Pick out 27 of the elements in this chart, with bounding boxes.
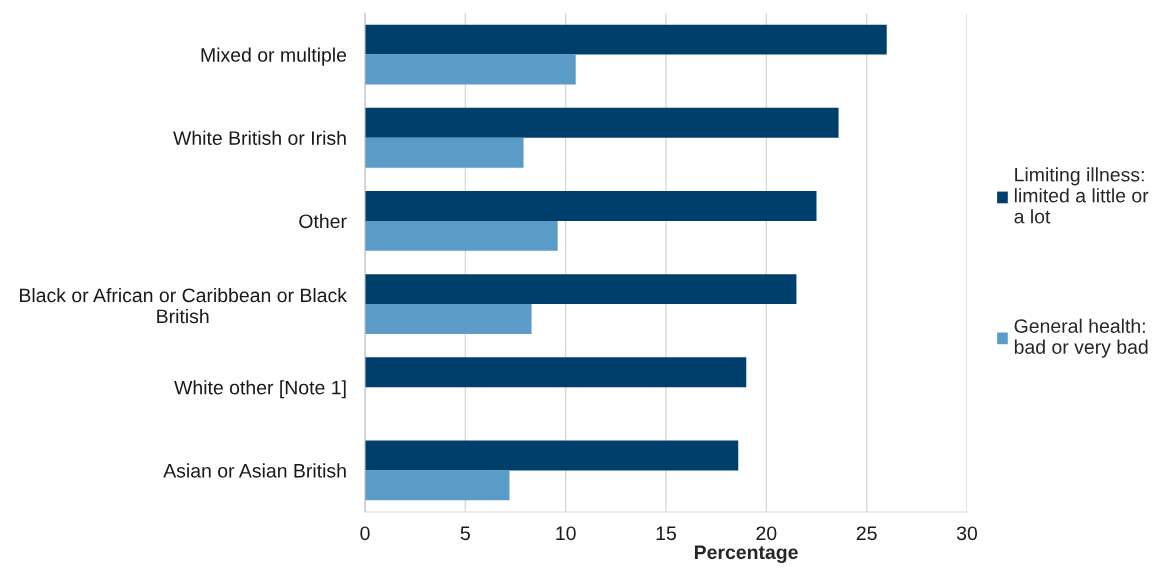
x-tick-label: 25 <box>856 526 877 541</box>
x-tick-label: 30 <box>956 526 978 541</box>
y-tick-label: Black or African or Caribbean or Black British <box>20 287 347 324</box>
x-tick-label: 10 <box>556 526 576 541</box>
x-tick-label: 15 <box>656 526 676 541</box>
legend-label: Limiting illness: limited a little or a lot <box>1014 167 1149 224</box>
bar <box>365 220 558 251</box>
y-tick-label: White other [Note 1] <box>174 380 346 399</box>
bar <box>365 107 839 138</box>
bar <box>365 357 747 388</box>
bar <box>365 24 887 55</box>
bar <box>365 470 510 501</box>
bar <box>365 190 817 221</box>
x-tick-label: 5 <box>460 526 470 541</box>
y-tick-label: Mixed or multiple <box>201 47 347 66</box>
bar <box>365 440 739 471</box>
y-tick-label: White British or Irish <box>173 130 346 145</box>
x-tick-label: 20 <box>756 526 777 541</box>
y-tick-label: Other <box>299 213 347 229</box>
x-axis-title: Percentage <box>694 545 798 564</box>
y-tick-label: Asian or Asian British <box>163 463 346 478</box>
bar <box>365 137 524 168</box>
bar <box>365 304 532 335</box>
bar <box>365 54 576 85</box>
x-tick-label: 0 <box>360 526 370 541</box>
bar <box>365 274 797 305</box>
legend-label: General health: bad or very bad <box>1014 318 1148 358</box>
